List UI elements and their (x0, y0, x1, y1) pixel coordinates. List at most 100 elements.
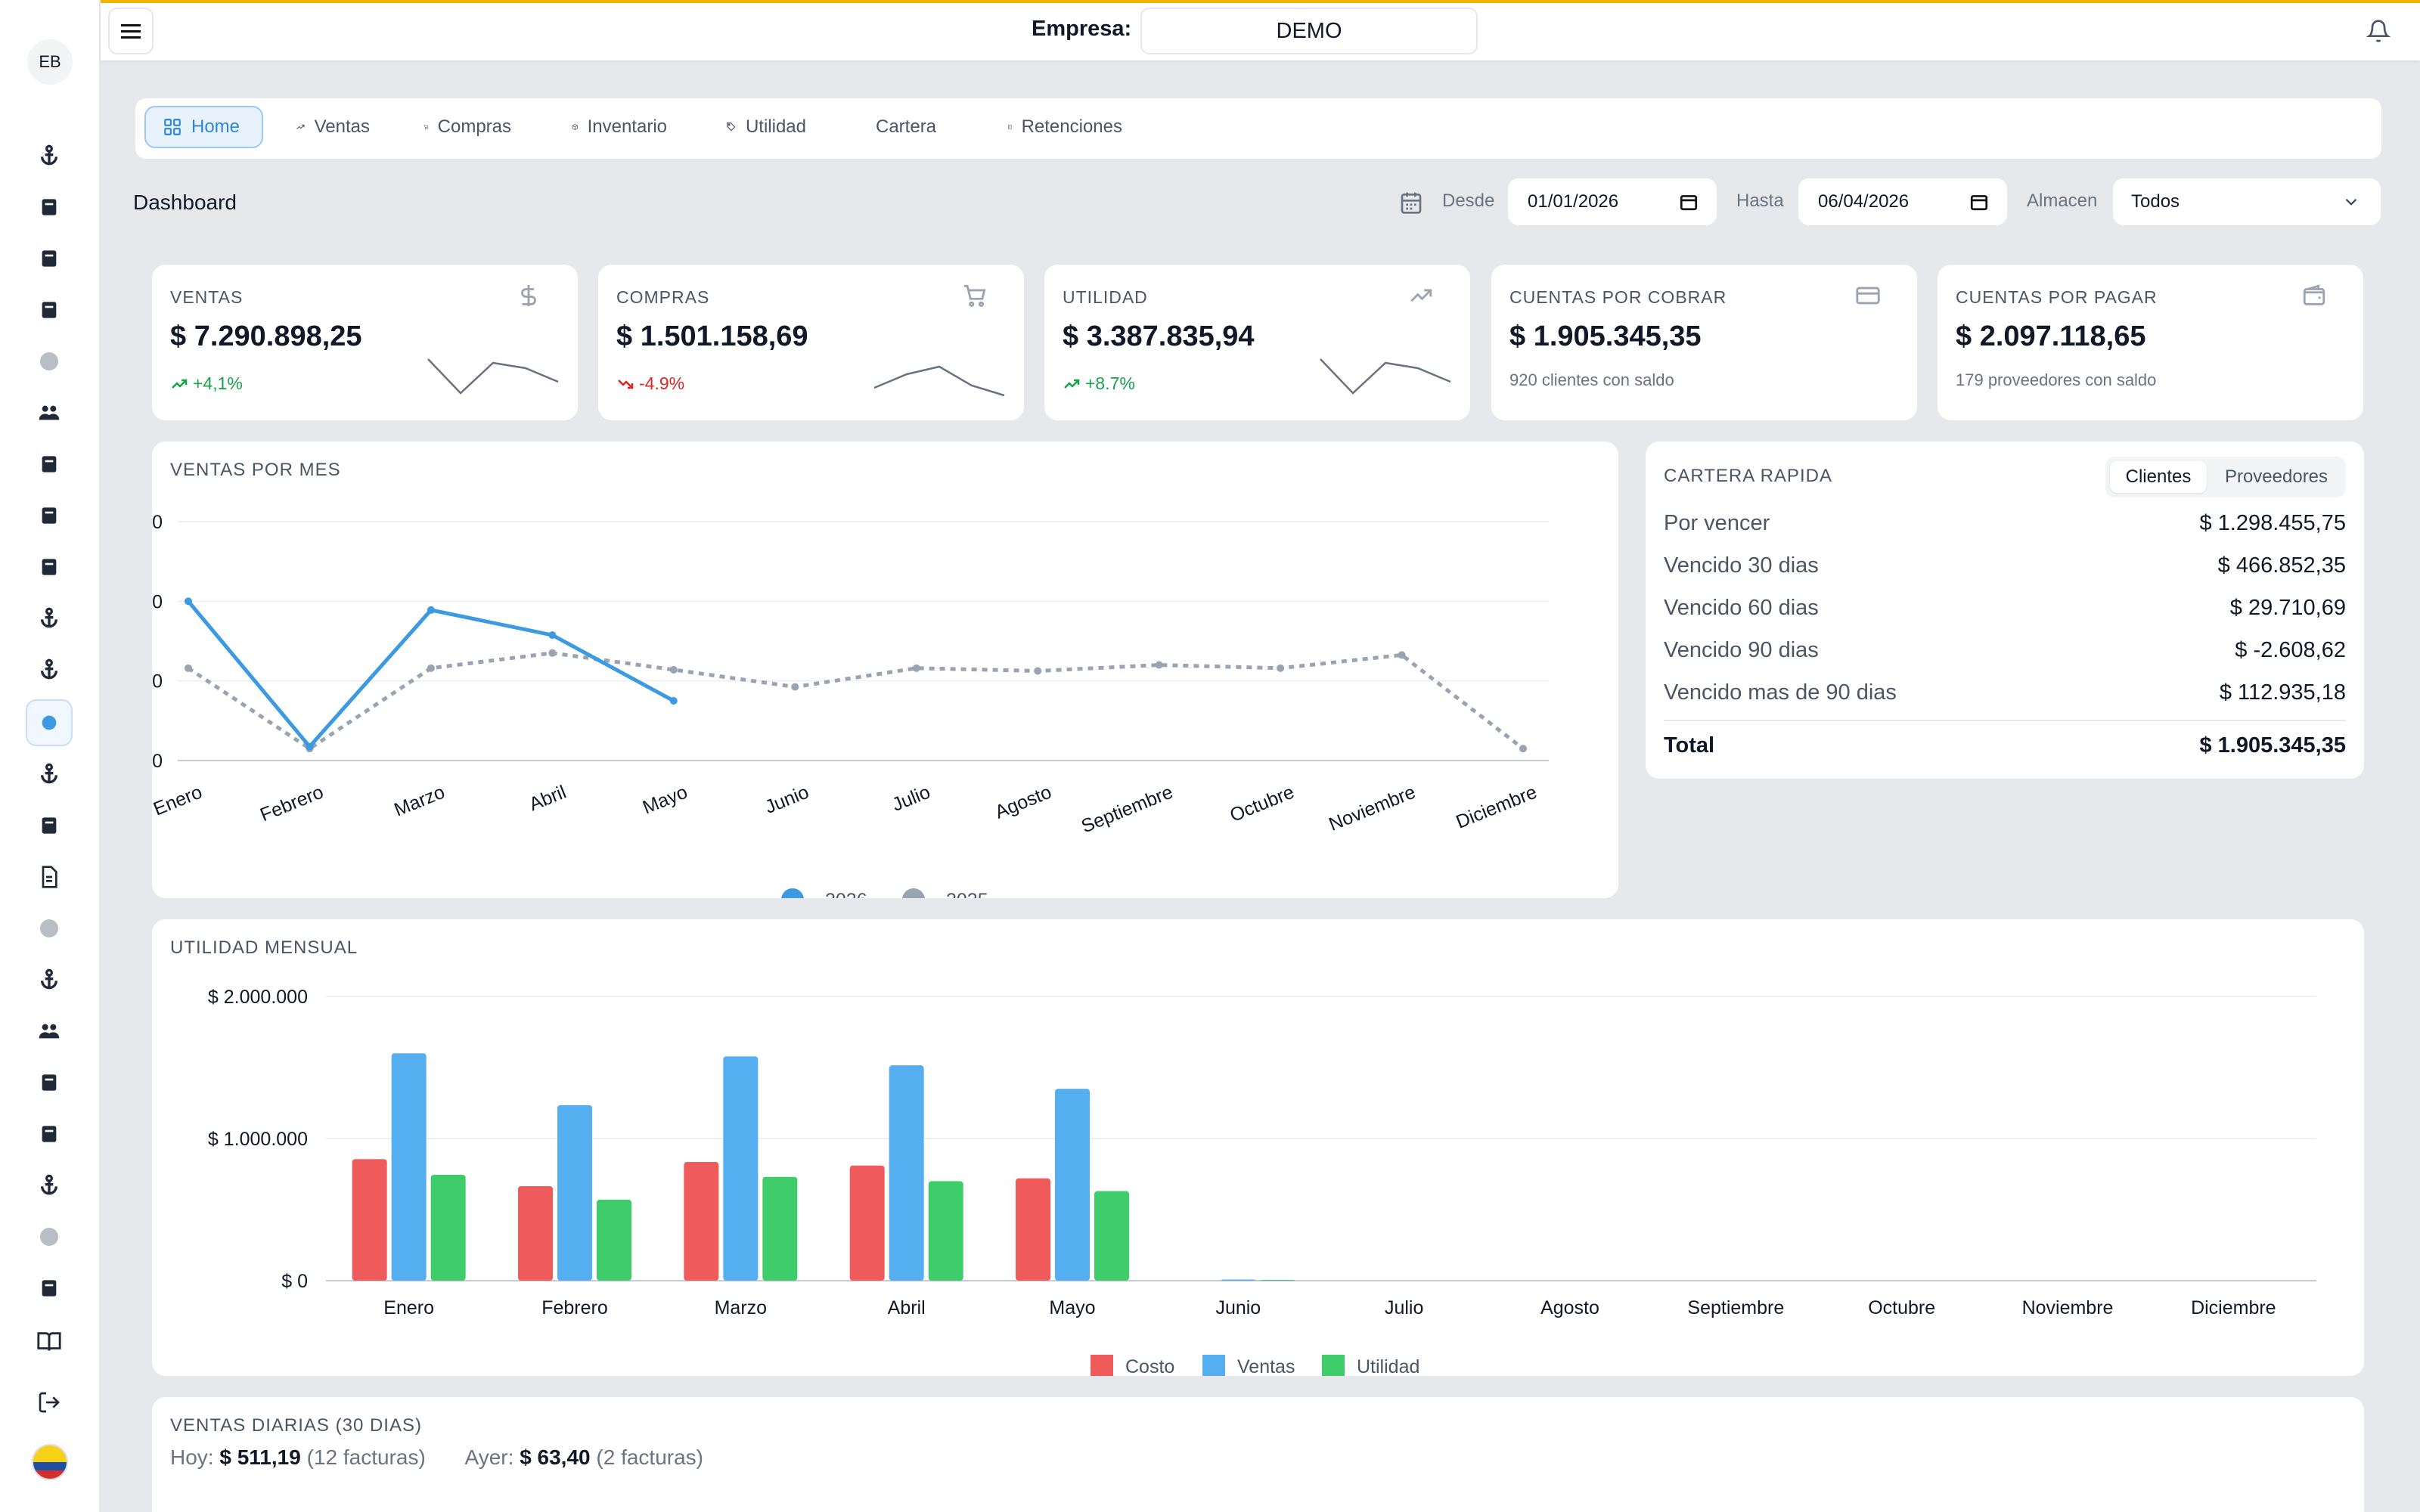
legend-label: Utilidad (1357, 1356, 1419, 1376)
menu-button[interactable] (108, 8, 154, 54)
ventas-diarias-summary: Hoy: $ 511,19 (12 facturas) Ayer: $ 63,4… (170, 1445, 703, 1470)
sidebar-users-icon[interactable] (30, 394, 68, 432)
sidebar-ship-icon[interactable] (30, 807, 68, 844)
kpi-value: $ 3.387.835,94 (1063, 321, 1255, 352)
cartera-row: Por vencer $ 1.298.455,75 (1664, 511, 2346, 541)
sidebar-money-icon[interactable] (30, 291, 68, 329)
almacen-select[interactable]: Todos (2113, 178, 2381, 225)
sidebar-worker-icon[interactable] (30, 1269, 68, 1307)
tab-ventas[interactable]: Ventas (279, 106, 386, 148)
cartera-title: CARTERA RAPIDA (1664, 466, 1832, 486)
flag-icon[interactable] (32, 1444, 68, 1480)
series-line-2025 (187, 651, 1525, 751)
sidebar-building-icon[interactable] (30, 188, 68, 226)
x-tick-label: Mayo (1049, 1297, 1095, 1318)
kpi-value: $ 1.905.345,35 (1509, 321, 1702, 352)
sidebar-anchor-icon[interactable] (30, 651, 68, 689)
x-tick-label: Marzo (391, 782, 448, 821)
logout-icon[interactable] (30, 1383, 68, 1421)
worker-icon (42, 1280, 57, 1297)
legend-item-ventas[interactable]: Ventas (1202, 1355, 1295, 1376)
cartera-row-value: $ 112.935,18 (2219, 680, 2346, 705)
sidebar-box-icon[interactable] (30, 1064, 68, 1101)
data-point (185, 597, 192, 606)
sidebar-circle-icon[interactable] (30, 909, 68, 947)
tab-label: Compras (437, 116, 511, 137)
legend-label: 2026 (825, 890, 867, 898)
desde-date-input[interactable]: 01/01/2026 (1508, 178, 1717, 225)
sidebar-anchor-icon[interactable] (30, 755, 68, 793)
bar-costo (352, 1159, 387, 1281)
cartera-row-label: Vencido 30 dias (1664, 553, 1819, 578)
anchor-icon (41, 968, 57, 990)
utilidad-mensual-card: UTILIDAD MENSUAL $ 0 $ 1.000.000 $ 2.000.0… (152, 919, 2364, 1376)
tab-cartera[interactable]: Cartera (850, 106, 953, 148)
sidebar-circle-icon[interactable] (30, 342, 68, 380)
tabs-bar (135, 98, 2381, 159)
legend-item-costo[interactable]: Costo (1091, 1355, 1174, 1376)
sidebar-anchor-icon[interactable] (30, 600, 68, 637)
x-tick-label: Abril (888, 1297, 926, 1318)
ayer-label: Ayer: (464, 1445, 514, 1469)
empresa-select[interactable]: DEMO (1140, 8, 1478, 54)
cartera-total-value: $ 1.905.345,35 (2199, 733, 2346, 758)
sidebar-anchor-icon[interactable] (30, 137, 68, 175)
circle-icon (40, 919, 58, 937)
y-tick-label: $ 1.800.000 (152, 512, 163, 533)
book-icon[interactable] (30, 1323, 68, 1361)
hasta-date-input[interactable]: 06/04/2026 (1798, 178, 2007, 225)
cart-icon (963, 284, 986, 307)
cartera-row-label: Vencido 60 dias (1664, 596, 1819, 620)
x-tick-label: Enero (152, 782, 205, 820)
hoy-label: Hoy: (170, 1445, 214, 1469)
sidebar-book-icon[interactable] (30, 548, 68, 586)
sidebar-basket-icon[interactable] (30, 445, 68, 483)
bar-utilidad (1260, 1280, 1295, 1281)
toggle-clientes[interactable]: Clientes (2110, 461, 2207, 493)
bar-utilidad (597, 1199, 631, 1281)
legend-item-2026[interactable]: 2026 (775, 888, 867, 898)
data-point (1398, 651, 1406, 659)
sidebar-boxes-icon[interactable] (30, 497, 68, 534)
bell-icon[interactable] (2366, 18, 2391, 44)
legend-item-utilidad[interactable]: Utilidad (1322, 1355, 1419, 1376)
sidebar-anchor-icon[interactable] (30, 1167, 68, 1204)
tab-retenciones[interactable]: Retenciones (991, 106, 1139, 148)
kpi-subtitle: +4,1% (170, 373, 243, 394)
kpi-sparkline (1320, 358, 1451, 395)
anchor-icon (41, 658, 57, 680)
tab-label: Utilidad (745, 116, 806, 137)
avatar[interactable]: EB (27, 39, 73, 85)
x-tick-label: Febrero (541, 1297, 608, 1318)
sidebar-document-icon[interactable] (30, 858, 68, 896)
cartera-total-row: Total $ 1.905.345,35 (1664, 733, 2346, 764)
page-title: Dashboard (133, 191, 237, 214)
kpi-title: VENTAS (170, 287, 244, 307)
box-icon (572, 124, 578, 130)
sidebar-warehouse-icon[interactable] (30, 240, 68, 277)
tab-label: Inventario (587, 116, 667, 137)
toggle-proveedores[interactable]: Proveedores (2224, 466, 2328, 487)
bar-costo (518, 1185, 553, 1281)
hasta-label: Hasta (1736, 191, 1784, 211)
kpi-subtitle: 920 clientes con saldo (1509, 370, 1674, 390)
legend-item-2025[interactable]: 2025 (896, 888, 988, 898)
legend-marker (902, 888, 925, 898)
legend-swatch (1091, 1355, 1113, 1376)
sidebar-cubes-icon[interactable] (30, 1115, 68, 1153)
sidebar-circle-icon[interactable] (30, 1218, 68, 1256)
sidebar-dot-active-icon[interactable] (26, 699, 73, 746)
x-tick-label: Julio (889, 782, 933, 816)
legend-label: Ventas (1237, 1356, 1295, 1376)
bar-utilidad (928, 1181, 963, 1281)
cartera-row: Vencido 30 dias $ 466.852,35 (1664, 553, 2346, 584)
tab-utilidad[interactable]: Utilidad (709, 106, 823, 148)
tab-compras[interactable]: Compras (407, 106, 528, 148)
tab-label: Ventas (314, 116, 370, 137)
hamburger-icon (121, 24, 141, 39)
sidebar-users-icon[interactable] (30, 1012, 68, 1050)
sidebar-anchor-icon[interactable] (30, 961, 68, 999)
calendar-icon (1401, 192, 1422, 214)
tab-home[interactable]: Home (144, 106, 263, 148)
tab-inventario[interactable]: Inventario (555, 106, 684, 148)
